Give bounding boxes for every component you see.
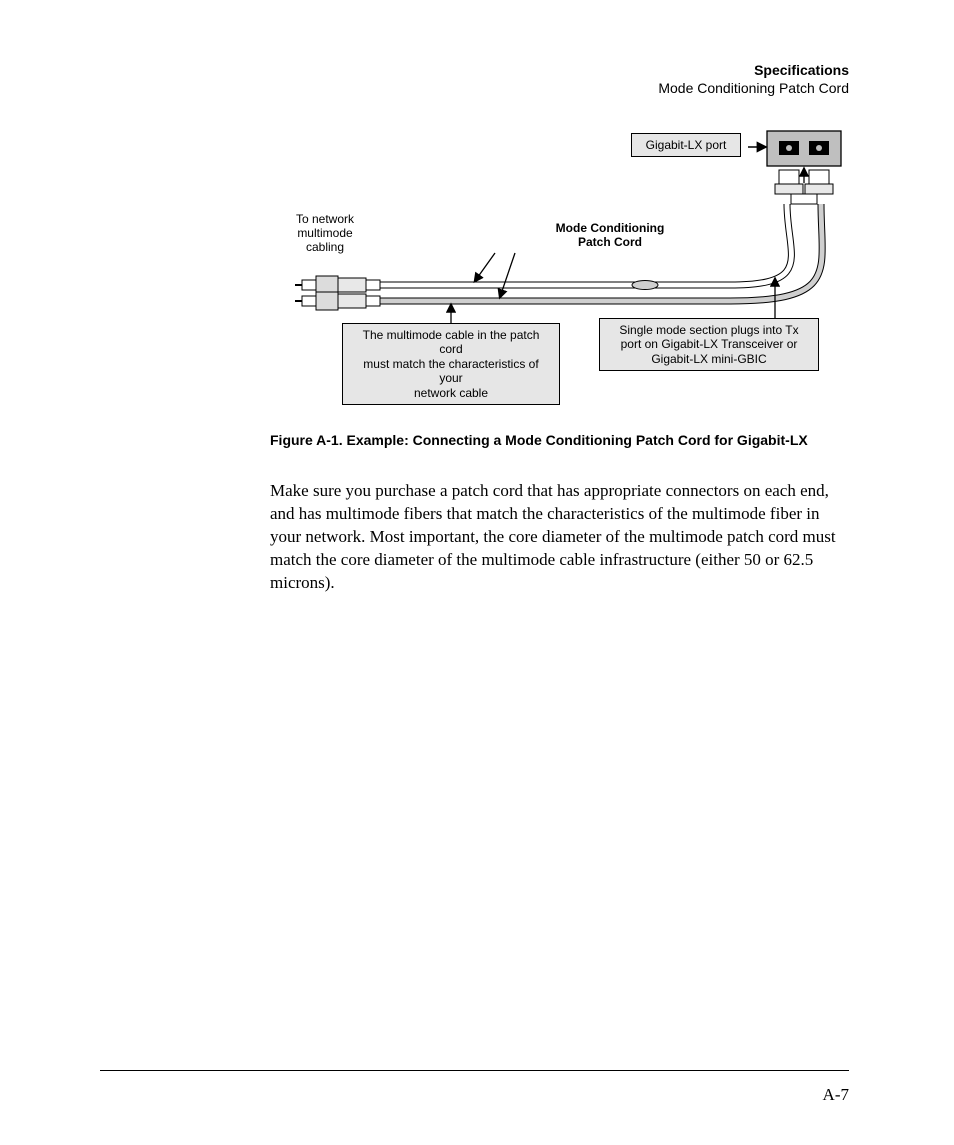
callout-port-text: Gigabit-LX port — [646, 138, 727, 152]
figure-caption: Figure A-1. Example: Connecting a Mode C… — [270, 432, 808, 448]
header-subtitle: Mode Conditioning Patch Cord — [658, 80, 849, 98]
gigabit-lx-module-icon — [767, 131, 841, 166]
header-title: Specifications — [658, 62, 849, 80]
label-patch-cord: Mode Conditioning Patch Cord — [540, 222, 680, 250]
callout-port: Gigabit-LX port — [631, 133, 741, 157]
figure-a1: Gigabit-LX port To network multimode cab… — [270, 125, 870, 425]
page: Specifications Mode Conditioning Patch C… — [0, 0, 954, 1145]
label-network-cabling: To network multimode cabling — [280, 213, 370, 254]
body-paragraph: Make sure you purchase a patch cord that… — [270, 480, 850, 595]
callout-multimode-note: The multimode cable in the patch cord mu… — [342, 323, 560, 405]
running-header: Specifications Mode Conditioning Patch C… — [658, 62, 849, 97]
page-number: A-7 — [823, 1085, 849, 1105]
left-connector-icon — [295, 276, 380, 310]
footer-rule — [100, 1070, 849, 1071]
callout-singlemode-note: Single mode section plugs into Tx port o… — [599, 318, 819, 371]
